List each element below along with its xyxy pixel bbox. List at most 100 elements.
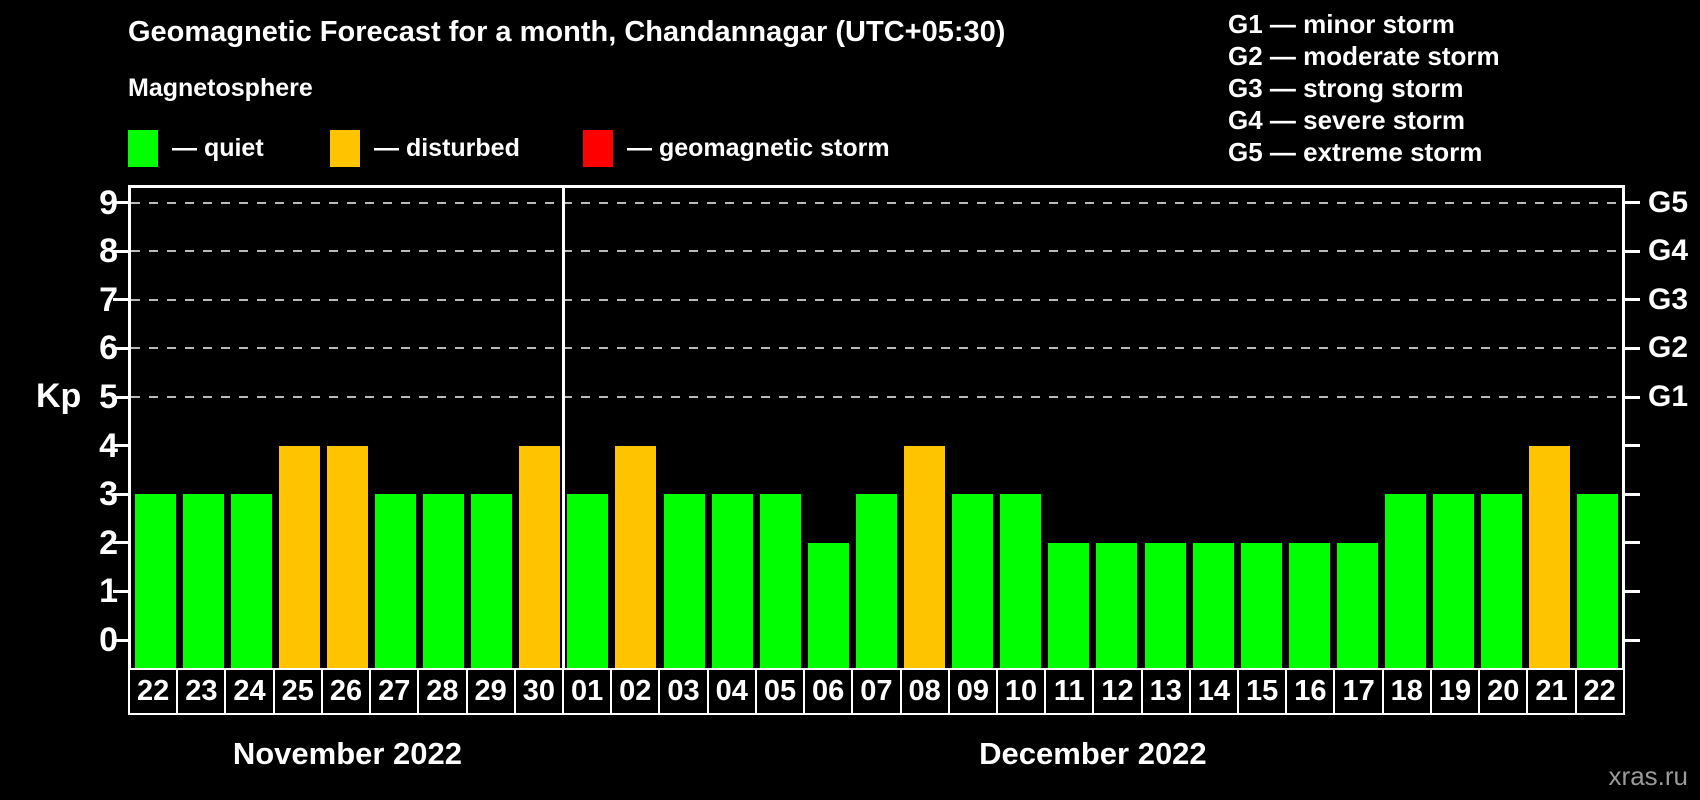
left-tick-kp1: [113, 589, 128, 593]
day-label-cell: 02: [610, 668, 661, 715]
disturbed-color-swatch: [330, 129, 360, 167]
day-label-cell: 08: [899, 668, 950, 715]
left-tick-kp9: [113, 201, 128, 205]
bar-slot-22: [1574, 188, 1622, 668]
right-tick-kp6: [1625, 346, 1640, 350]
bar-slot-27: [371, 188, 419, 668]
kp-bar-day-03: [663, 494, 705, 668]
bar-slot-15: [1237, 188, 1285, 668]
bar-slot-22: [131, 188, 179, 668]
day-label-cell: 21: [1526, 668, 1577, 715]
bar-slot-20: [1478, 188, 1526, 668]
g5-legend-line: G5 — extreme storm: [1228, 137, 1483, 167]
bar-slot-05: [756, 188, 804, 668]
day-label-cell: 23: [176, 668, 227, 715]
kp-bar-day-26: [326, 445, 368, 668]
day-label-cell: 25: [272, 668, 323, 715]
gridline-kp6: [131, 347, 1622, 350]
day-label-cell: 05: [754, 668, 806, 715]
quiet-color-swatch: [128, 129, 158, 167]
legend-item-quiet: — quiet: [128, 128, 264, 168]
kp-bar-day-22: [1577, 494, 1619, 668]
right-tick-kp0: [1625, 638, 1640, 642]
kp-bar-day-09: [952, 494, 994, 668]
bar-slot-02: [612, 188, 660, 668]
x-axis-day-labels: 22 23 24 25 26 27 28 29 30 01 02 03 04 05 06 07 08 09 10 11…: [128, 668, 1625, 715]
kp-bar-day-17: [1336, 542, 1378, 668]
bar-slot-30: [516, 188, 564, 668]
month-label-0: November 2022: [232, 736, 463, 771]
right-tick-kp3: [1625, 492, 1640, 496]
bar-slot-03: [660, 188, 708, 668]
gridline-kp8: [131, 250, 1622, 253]
day-label-cell: 17: [1333, 668, 1384, 715]
legend-label: — quiet: [172, 133, 264, 162]
y-tick-label-7: 7: [99, 280, 118, 319]
right-axis-label-g1: G1: [1648, 380, 1689, 413]
kp-bar-day-14: [1192, 542, 1234, 668]
bar-slot-16: [1285, 188, 1333, 668]
bar-slot-10: [997, 188, 1045, 668]
kp-bar-day-24: [230, 494, 272, 668]
storm-color-swatch: [583, 129, 613, 167]
day-label-cell: 03: [658, 668, 709, 715]
kp-bar-day-10: [1000, 494, 1042, 668]
left-tick-kp4: [113, 444, 128, 448]
bar-slot-06: [804, 188, 852, 668]
bar-slot-13: [1141, 188, 1189, 668]
day-label-cell: 30: [513, 668, 564, 715]
bars-row: [131, 188, 1622, 668]
g3-legend-line: G3 — strong storm: [1228, 73, 1464, 103]
bar-slot-04: [708, 188, 756, 668]
day-label-cell: 01: [561, 668, 613, 715]
magnetosphere-heading: Magnetosphere: [128, 74, 313, 102]
right-axis-label-g4: G4: [1648, 234, 1689, 268]
kp-bar-day-22: [134, 494, 176, 668]
right-tick-kp7: [1625, 298, 1640, 302]
bar-slot-07: [852, 188, 900, 668]
y-tick-label-8: 8: [99, 232, 118, 271]
kp-bar-day-06: [807, 542, 849, 668]
bar-slot-24: [227, 188, 275, 668]
kp-bar-day-20: [1481, 494, 1523, 668]
day-label-cell: 28: [417, 668, 468, 715]
right-tick-kp4: [1625, 444, 1640, 448]
right-tick-kp8: [1625, 249, 1640, 253]
left-tick-kp2: [113, 541, 128, 545]
bar-slot-09: [949, 188, 997, 668]
gridline-kp9: [131, 201, 1622, 204]
day-label-cell: 18: [1381, 668, 1432, 715]
bar-slot-18: [1381, 188, 1429, 668]
day-label-cell: 26: [320, 668, 372, 715]
kp-bar-day-30: [519, 445, 561, 668]
y-tick-label-0: 0: [99, 621, 118, 659]
kp-bar-day-12: [1096, 542, 1138, 668]
right-tick-kp1: [1625, 589, 1640, 593]
bar-slot-14: [1189, 188, 1237, 668]
chart-title: Geomagnetic Forecast for a month, Chanda…: [128, 16, 1006, 48]
g1-legend-line: G1 — minor storm: [1228, 9, 1455, 39]
day-label-cell: 14: [1188, 668, 1240, 715]
day-label-cell: 20: [1478, 668, 1529, 715]
day-label-cell: 09: [947, 668, 998, 715]
y-axis-title: Kp: [36, 377, 82, 415]
bar-slot-21: [1526, 188, 1574, 668]
day-label-cell: 13: [1140, 668, 1191, 715]
kp-bar-day-19: [1433, 494, 1475, 668]
kp-bar-day-28: [423, 494, 465, 668]
y-tick-label-5: 5: [99, 378, 118, 416]
legend-label: — geomagnetic storm: [627, 133, 890, 162]
left-tick-kp0: [113, 638, 128, 642]
right-axis-label-g3: G3: [1648, 282, 1689, 316]
kp-bar-day-01: [567, 494, 609, 668]
day-label-cell: 04: [706, 668, 757, 715]
day-label-cell: 07: [851, 668, 902, 715]
day-label-cell: 22: [1574, 668, 1625, 715]
bar-slot-12: [1093, 188, 1141, 668]
y-tick-label-2: 2: [99, 523, 118, 562]
month-separator-line: [562, 188, 566, 668]
bar-slot-29: [468, 188, 516, 668]
kp-bar-day-27: [375, 494, 417, 668]
left-tick-kp7: [113, 298, 128, 302]
